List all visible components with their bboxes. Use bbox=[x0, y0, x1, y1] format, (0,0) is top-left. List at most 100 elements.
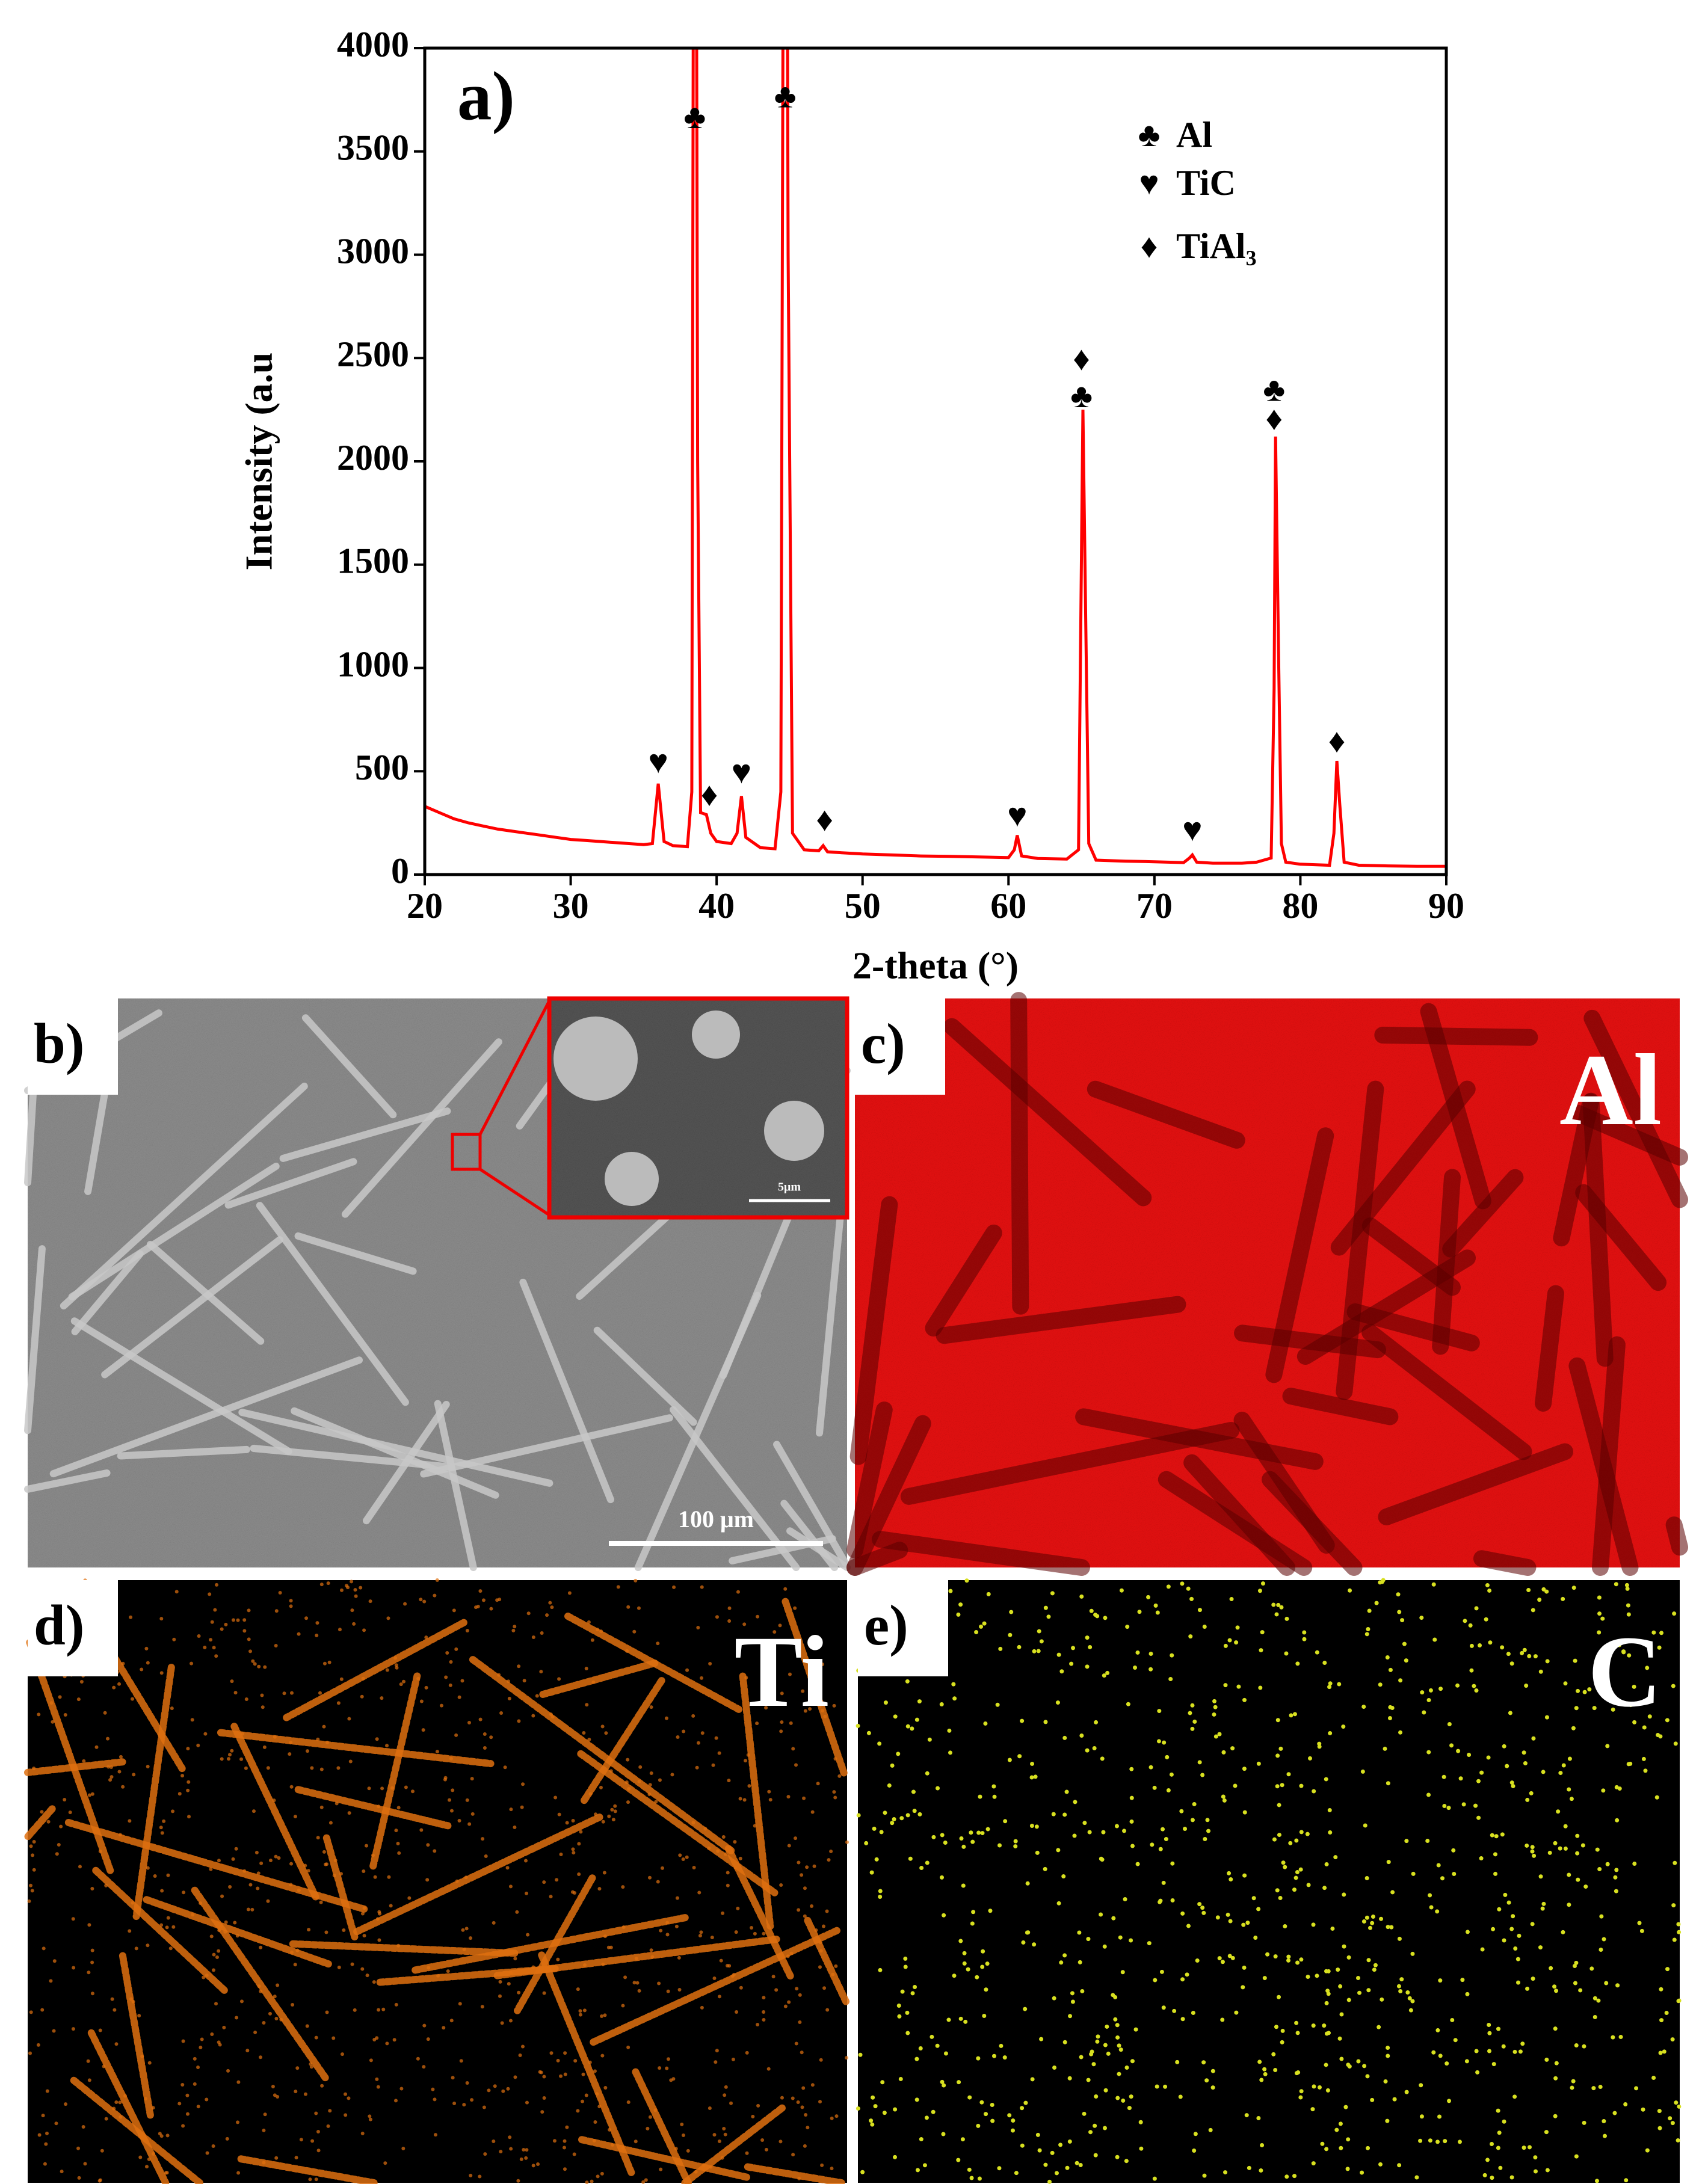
ti-dot bbox=[827, 1858, 831, 1862]
ti-dot bbox=[723, 2093, 727, 2097]
ti-dot bbox=[459, 2059, 463, 2063]
ti-dot bbox=[549, 1712, 553, 1717]
c-dot bbox=[1078, 1960, 1082, 1964]
ti-dot bbox=[106, 1736, 110, 1741]
c-dot bbox=[1258, 1685, 1263, 1690]
ti-dot bbox=[340, 2052, 344, 2056]
ti-dot bbox=[190, 1661, 194, 1666]
ti-dot bbox=[570, 1890, 575, 1894]
ti-dot bbox=[144, 2097, 148, 2101]
ti-dot bbox=[87, 1923, 91, 1927]
ti-dot bbox=[81, 2124, 85, 2129]
c-dot bbox=[1235, 1625, 1240, 1630]
ti-dot bbox=[517, 1990, 521, 1995]
ti-dot bbox=[32, 1840, 36, 1844]
phase-streak bbox=[217, 1729, 495, 1768]
ti-dot bbox=[721, 1911, 725, 1915]
ti-dot bbox=[212, 1952, 216, 1957]
c-dot bbox=[1379, 1916, 1384, 1921]
c-dot bbox=[1366, 2146, 1370, 2150]
c-dot bbox=[1043, 1605, 1048, 1610]
c-dot bbox=[1157, 1709, 1162, 1714]
c-dot bbox=[951, 1682, 956, 1687]
c-dot bbox=[878, 1889, 883, 1893]
c-dot bbox=[1059, 1960, 1064, 1965]
ti-dot bbox=[518, 2053, 522, 2058]
c-dot bbox=[1520, 2041, 1525, 2046]
ti-dot bbox=[166, 1873, 170, 1877]
micrograph: c) Al bbox=[846, 992, 1688, 1576]
ti-dot bbox=[308, 2177, 312, 2182]
c-dot bbox=[1511, 1914, 1515, 1919]
c-dot bbox=[1438, 2053, 1443, 2058]
ti-dot bbox=[703, 1827, 708, 1831]
ti-dot bbox=[513, 2075, 517, 2079]
ti-dot bbox=[810, 2083, 815, 2087]
c-dot bbox=[1426, 1792, 1431, 1797]
c-dot bbox=[1242, 1697, 1247, 1702]
ti-dot bbox=[282, 1691, 286, 1696]
c-dot bbox=[1496, 2026, 1501, 2031]
ti-dot bbox=[540, 1631, 544, 1635]
panel-label: e) bbox=[864, 1593, 908, 1657]
ti-dot bbox=[171, 1925, 176, 1929]
y-tick-label: 2000 bbox=[337, 438, 409, 478]
ti-dot bbox=[771, 1975, 775, 1979]
ti-dot bbox=[158, 2132, 162, 2136]
ti-dot bbox=[326, 1581, 330, 1586]
c-dot bbox=[1197, 1608, 1202, 1613]
c-dot bbox=[952, 1973, 957, 1978]
c-dot bbox=[1563, 1846, 1568, 1851]
ti-dot bbox=[524, 2156, 528, 2160]
c-dot bbox=[1208, 2127, 1213, 2132]
phase-streak bbox=[872, 1531, 1090, 1576]
phase-streak bbox=[936, 1296, 1186, 1344]
c-dot bbox=[1125, 1625, 1130, 1629]
c-dot bbox=[1259, 2168, 1263, 2173]
ti-dot bbox=[217, 1859, 221, 1863]
c-dot bbox=[1397, 2163, 1402, 2168]
ti-dot bbox=[763, 1697, 768, 1702]
c-dot bbox=[1150, 1842, 1155, 1847]
peak-marker: ♣ bbox=[1070, 378, 1093, 415]
ti-dot bbox=[386, 1616, 390, 1620]
peak-marker: ♥ bbox=[1007, 797, 1027, 834]
c-dot bbox=[925, 1860, 930, 1865]
ti-dot bbox=[571, 1847, 575, 1851]
phase-streak bbox=[513, 1874, 596, 2014]
c-dot bbox=[892, 1816, 896, 1821]
c-dot bbox=[1277, 1833, 1281, 1838]
ti-dot bbox=[86, 2059, 90, 2063]
ti-dot bbox=[654, 1800, 658, 1804]
ti-dot bbox=[251, 1809, 256, 1813]
c-dot bbox=[1380, 1997, 1384, 2002]
c-dot bbox=[1030, 1761, 1035, 1766]
c-dot bbox=[979, 2100, 984, 2105]
c-dot bbox=[1632, 1862, 1637, 1866]
ti-dot bbox=[511, 1628, 516, 1632]
panel-label: c) bbox=[861, 1012, 905, 1075]
ti-dot bbox=[744, 1676, 748, 1680]
x-axis-title: 2-theta (°) bbox=[852, 944, 1019, 987]
c-dot bbox=[1527, 1653, 1532, 1658]
ti-dot bbox=[422, 2023, 427, 2028]
ti-dot bbox=[147, 2061, 152, 2065]
ti-dot bbox=[710, 1936, 714, 1940]
zoom-box bbox=[451, 1133, 482, 1171]
ti-dot bbox=[427, 1966, 431, 1970]
ti-dot bbox=[353, 2008, 357, 2012]
ti-dot bbox=[733, 1866, 738, 1870]
ti-dot bbox=[787, 1844, 791, 1848]
ti-dot bbox=[695, 1765, 699, 1770]
ti-dot bbox=[717, 2139, 721, 2143]
c-dot bbox=[1611, 2035, 1615, 2040]
c-dot bbox=[966, 1967, 970, 1972]
ti-dot bbox=[247, 1637, 251, 1641]
ti-dot bbox=[186, 1747, 190, 1751]
c-dot bbox=[1612, 2111, 1617, 2115]
ti-dot bbox=[794, 2041, 798, 2046]
ti-dot bbox=[499, 2150, 503, 2154]
c-dot bbox=[1527, 2145, 1532, 2150]
c-dot bbox=[1491, 1927, 1496, 1931]
